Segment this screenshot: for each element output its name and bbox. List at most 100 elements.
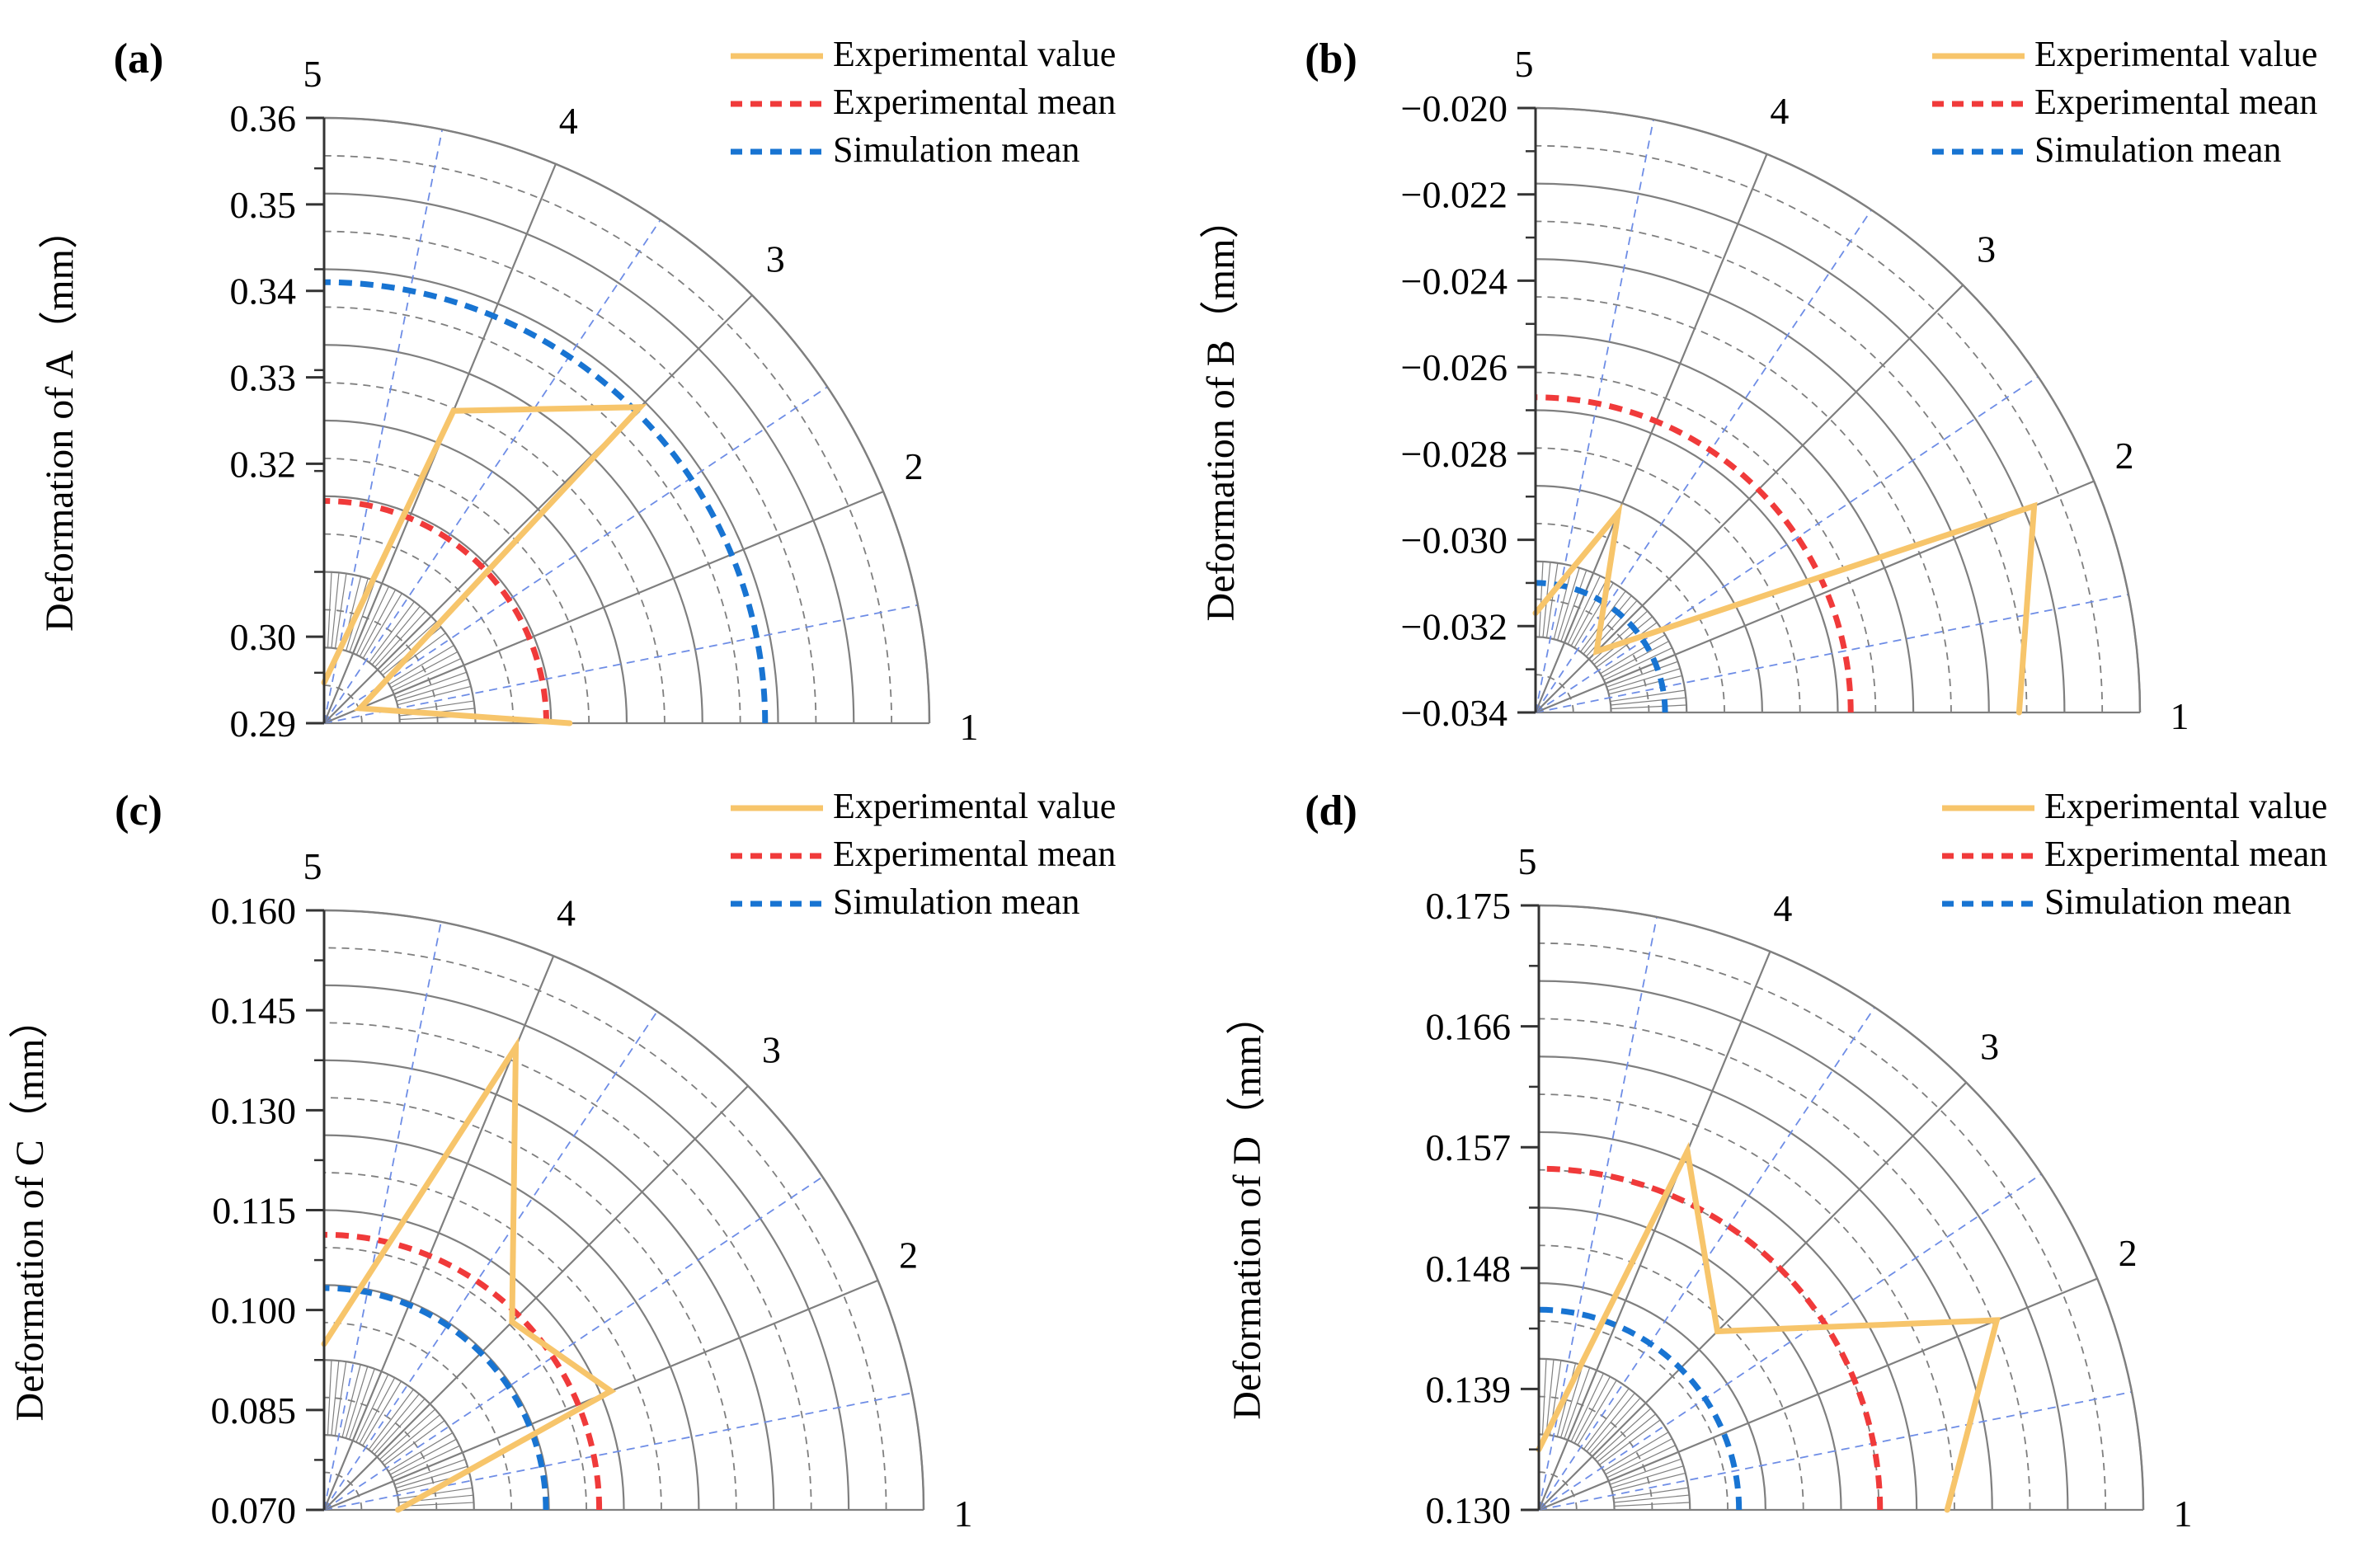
experimental-value-point-1 xyxy=(395,1507,402,1513)
grid-spoke-inner xyxy=(341,1364,361,1437)
category-label-2: 2 xyxy=(905,445,924,487)
experimental-value-line xyxy=(1536,1141,2001,1511)
grid-spoke-inner xyxy=(1596,622,1658,668)
grid-spoke-inner xyxy=(345,1366,369,1439)
category-label-5: 5 xyxy=(303,53,322,95)
category-label-1: 1 xyxy=(2174,1493,2193,1535)
grid-spoke-inner xyxy=(1570,579,1607,646)
grid-spoke-inner xyxy=(1597,1413,1657,1463)
grid-spoke-minor xyxy=(1535,209,1872,713)
chart-panel-a: 0.29 0.30 0.32 0.33 0.34 0.35 0.36 1 2 3 4 5 Deforma… xyxy=(38,34,1116,748)
grid-spoke-inner xyxy=(1570,1373,1604,1442)
legend-simulation-mean-text: Simulation mean xyxy=(833,129,1079,170)
category-label-3: 3 xyxy=(766,238,785,280)
grid-circle-minor xyxy=(323,306,741,724)
grid-spoke-inner xyxy=(1560,570,1587,642)
grid-spoke-inner xyxy=(1553,566,1573,640)
legend-experimental-mean-text: Experimental mean xyxy=(833,834,1116,874)
experimental-value-point-3 xyxy=(637,404,643,411)
experimental-mean-circle xyxy=(1538,1165,1884,1511)
grid-spoke-minor xyxy=(323,1176,823,1511)
grid-spoke-inner xyxy=(391,1445,460,1479)
panel-label: (b) xyxy=(1305,35,1357,82)
grid-spoke-minor xyxy=(1538,1391,2133,1511)
tick-label: 0.32 xyxy=(230,443,297,485)
tick-label: 0.157 xyxy=(1426,1126,1512,1168)
legend: Experimental value Experimental mean Simul… xyxy=(731,786,1116,922)
grid-spoke-inner xyxy=(388,645,454,685)
grid-spoke-inner xyxy=(1610,1458,1682,1485)
grid-spoke-inner xyxy=(379,621,437,673)
outer-arc xyxy=(323,909,925,1511)
grid-spoke-inner xyxy=(1538,561,1544,637)
grid-spoke-inner xyxy=(392,658,462,692)
tick-label: 0.085 xyxy=(211,1389,297,1432)
grid-spoke-inner xyxy=(389,1438,457,1475)
legend-experimental-value-text: Experimental value xyxy=(833,786,1116,826)
grid-spoke-inner xyxy=(1605,1438,1672,1475)
grid-spoke-inner xyxy=(1589,1397,1641,1455)
category-label-3: 3 xyxy=(1980,1025,1999,1067)
tick-label: −0.034 xyxy=(1401,692,1507,734)
tick-label: −0.022 xyxy=(1401,174,1507,216)
category-label-5: 5 xyxy=(1518,840,1537,882)
grid-spoke-inner xyxy=(1608,675,1682,695)
grid-spoke-inner xyxy=(1577,1380,1617,1446)
grid-spoke-inner xyxy=(369,601,415,663)
tick-label: −0.032 xyxy=(1401,605,1507,647)
legend-experimental-mean-text: Experimental mean xyxy=(2034,82,2317,122)
grid-spoke xyxy=(1538,1277,2098,1512)
experimental-value-point-1 xyxy=(1944,1507,1950,1513)
tick-label: 0.29 xyxy=(230,703,297,745)
grid-spoke-inner xyxy=(371,605,421,665)
tick-label: 0.34 xyxy=(230,270,297,313)
grid-spoke-inner xyxy=(359,1377,396,1445)
grid-spoke xyxy=(1538,1081,1968,1511)
grid-spoke-inner xyxy=(1614,1502,1691,1507)
grid-circle-minor xyxy=(1538,942,2107,1511)
grid-spoke-inner xyxy=(1557,567,1580,641)
tick-label: 0.070 xyxy=(211,1489,297,1531)
y-axis-label: Deformation of A（mm） xyxy=(38,209,82,632)
y-axis-label: Deformation of D（mm） xyxy=(1225,995,1269,1420)
y-axis-label: Deformation of B（mm） xyxy=(1199,200,1243,622)
legend: Experimental value Experimental mean Simul… xyxy=(1942,786,2327,922)
grid-circle-minor xyxy=(323,1022,812,1511)
grid-spoke-inner xyxy=(1560,1365,1583,1438)
grid-spoke-minor xyxy=(323,921,442,1511)
grid-circle-minor xyxy=(1535,296,1952,713)
grid-spoke-minor xyxy=(1535,119,1654,713)
grid-spoke-inner xyxy=(1603,647,1672,681)
grid-spoke-inner xyxy=(331,1361,340,1436)
category-label-3: 3 xyxy=(762,1029,781,1071)
legend-experimental-mean-text: Experimental mean xyxy=(833,82,1116,122)
grid-spoke xyxy=(323,294,753,724)
tick-label: −0.030 xyxy=(1401,520,1507,562)
grid-spoke-inner xyxy=(355,585,389,656)
grid-spoke-inner xyxy=(1586,1392,1635,1452)
legend-experimental-mean-text: Experimental mean xyxy=(2044,834,2327,874)
grid-spoke-inner xyxy=(1611,704,1687,710)
grid-spoke-inner xyxy=(1603,1432,1669,1472)
experimental-mean-circle xyxy=(1535,394,1854,713)
grid-spoke-inner xyxy=(1611,1472,1686,1493)
grid-spoke-inner xyxy=(1591,610,1649,662)
grid-spoke-inner xyxy=(362,593,402,659)
grid-spoke-inner xyxy=(1545,562,1559,638)
grid-spoke-inner xyxy=(390,651,459,689)
grid-spoke-inner xyxy=(374,1398,426,1455)
grid-spoke-minor xyxy=(323,386,828,724)
tick-label: −0.026 xyxy=(1401,346,1507,388)
category-label-2: 2 xyxy=(2119,1232,2138,1274)
grid-spoke-inner xyxy=(397,1487,473,1500)
grid-spoke-inner xyxy=(1607,668,1681,691)
grid-spoke-inner xyxy=(349,1368,375,1440)
category-label-4: 4 xyxy=(1770,90,1789,132)
experimental-value-point-1 xyxy=(567,720,573,726)
simulation-mean-circle xyxy=(1538,1306,1743,1511)
grid-spoke-minor xyxy=(1535,376,2039,713)
grid-spoke-inner xyxy=(1541,1358,1547,1435)
legend-experimental-value-text: Experimental value xyxy=(833,34,1116,74)
chart-panel-b: −0.020 −0.022 −0.024 −0.026 −0.028 −0.030 −0.0… xyxy=(1199,34,2317,737)
experimental-value-point-4 xyxy=(1615,510,1621,516)
